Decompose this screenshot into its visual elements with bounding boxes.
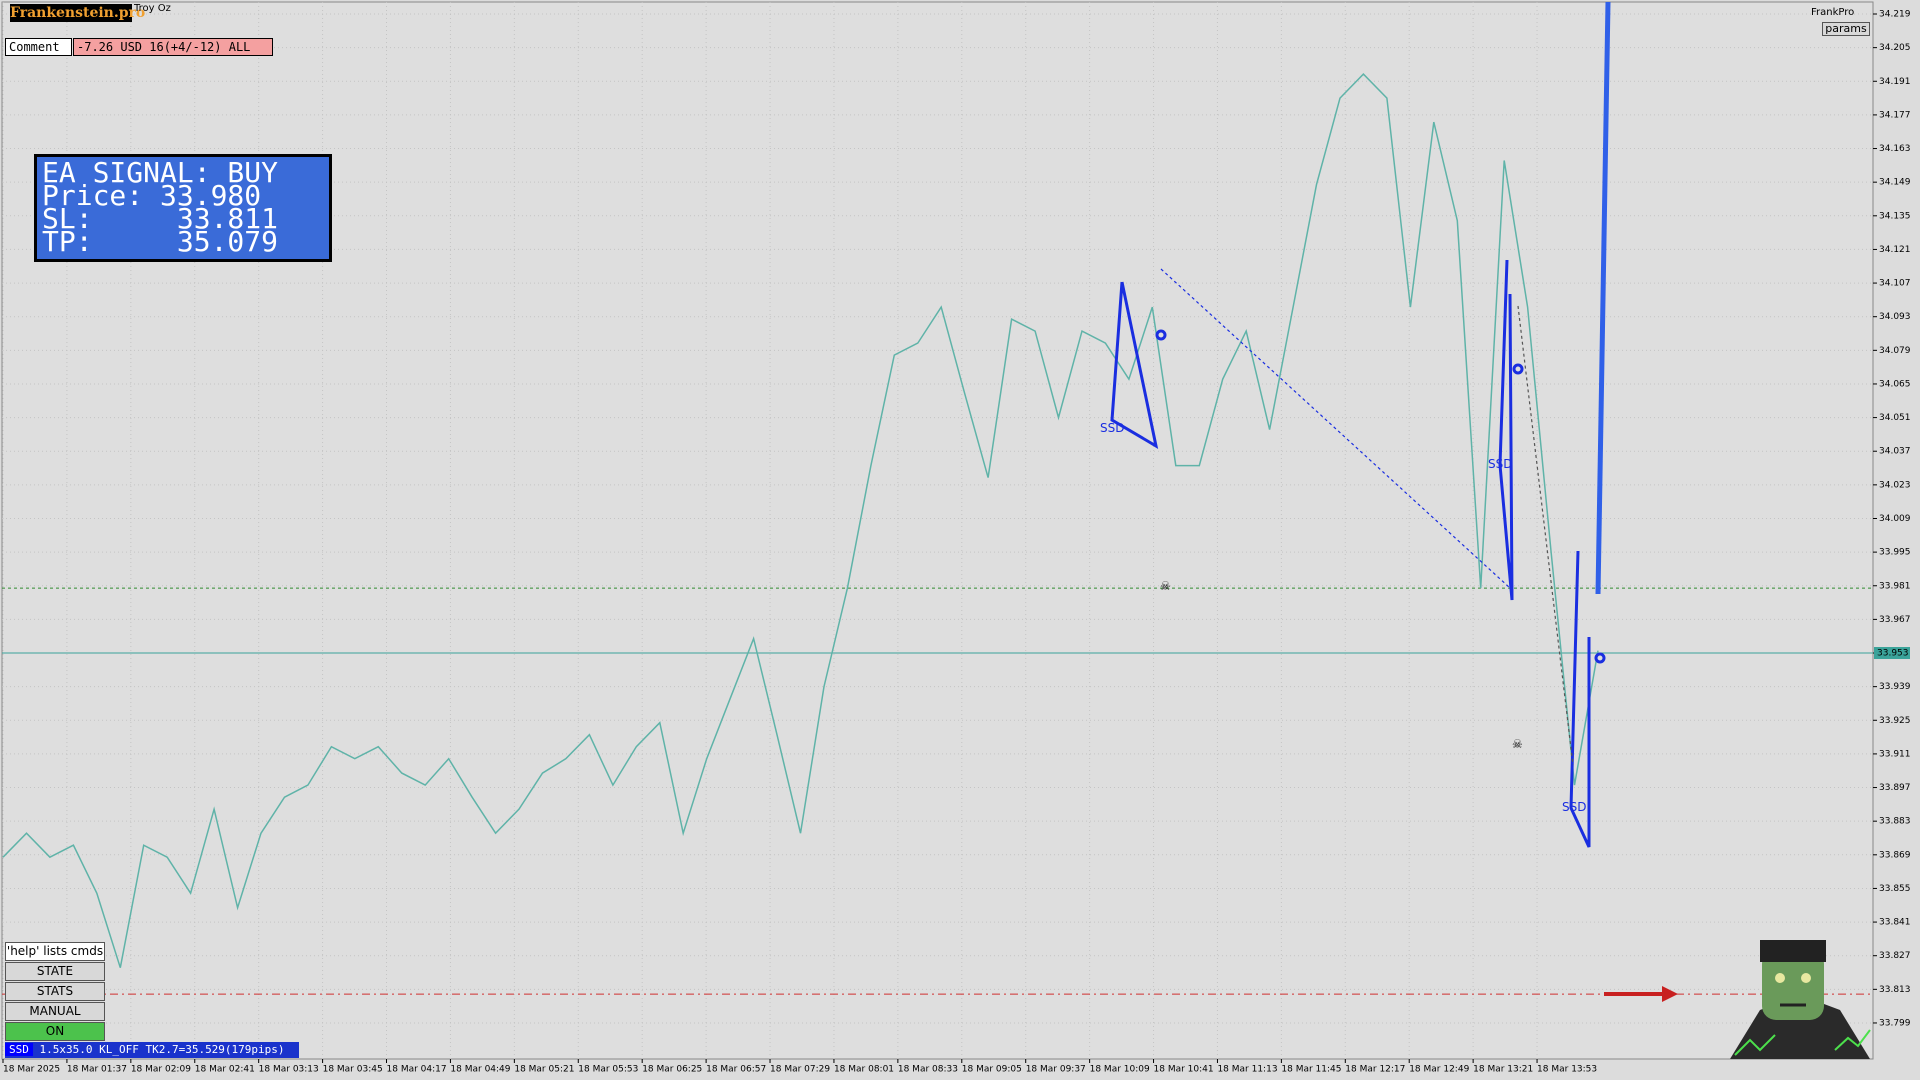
x-tick-label: 18 Mar 06:25: [642, 1065, 702, 1075]
params-button[interactable]: params: [1822, 22, 1870, 36]
signal-marker: [1512, 363, 1524, 375]
y-tick-label: 33.897: [1879, 783, 1911, 793]
signal-panel: EA SIGNAL: BUY Price: 33.980 SL: 33.811 TP:…: [34, 154, 332, 262]
y-tick-label: 34.051: [1879, 413, 1911, 423]
x-tick-label: 18 Mar 13:53: [1537, 1065, 1597, 1075]
pattern-link: [1160, 268, 1511, 589]
status-text: 1.5x35.0 KL_OFF TK2.7=35.529(179pips): [39, 1043, 285, 1056]
x-tick-label: 18 Mar 12:49: [1409, 1065, 1469, 1075]
pattern-label: SSD: [1562, 800, 1586, 814]
price-tag: [1874, 647, 1910, 660]
x-tick-label: 18 Mar 10:41: [1154, 1065, 1214, 1075]
signal-title: EA SIGNAL: BUY: [42, 156, 279, 189]
tp-line: [1595, 1, 1611, 595]
x-tick-label: 18 Mar 03:45: [323, 1065, 383, 1075]
signal-marker: [1155, 329, 1167, 341]
y-tick-label: 34.065: [1879, 379, 1911, 389]
y-tick-label: 34.121: [1879, 245, 1911, 255]
x-tick-label: 18 Mar 07:29: [770, 1065, 830, 1075]
arrow-head: [1662, 986, 1678, 1002]
comment-text: -7.26 USD 16(+4/-12) ALL: [73, 38, 273, 56]
status-bar: SSD 1.5x35.0 KL_OFF TK2.7=35.529(179pips…: [5, 1042, 299, 1058]
y-tick-label: 33.981: [1879, 581, 1911, 591]
price-tag-label: 33.953: [1877, 649, 1909, 659]
symbol: Troy Oz: [134, 3, 171, 14]
x-tick-label: 18 Mar 04:17: [387, 1065, 447, 1075]
pattern-label: SSD: [1100, 421, 1124, 435]
y-tick-label: 33.883: [1879, 817, 1911, 827]
on-button[interactable]: ON: [5, 1022, 105, 1041]
series: [2, 73, 1599, 968]
y-tick-label: 33.799: [1879, 1018, 1911, 1028]
icon: ☠: [1160, 579, 1171, 593]
signal-price: Price: 33.980: [42, 179, 262, 212]
signal-tp: TP: 35.079: [42, 225, 279, 258]
x-tick-label: 18 Mar 02:09: [131, 1065, 191, 1075]
price-line: [2, 73, 1599, 968]
y-tick-label: 34.191: [1879, 77, 1911, 87]
x-tick-label: 18 Mar 09:05: [962, 1065, 1022, 1075]
y-tick-label: 34.107: [1879, 279, 1911, 289]
x-tick-label: 18 Mar 02:41: [195, 1065, 255, 1075]
pattern-label: SSD: [1488, 457, 1512, 471]
x-tick-label: 18 Mar 09:37: [1026, 1065, 1086, 1075]
x-tick-label: 18 Mar 05:21: [514, 1065, 574, 1075]
y-tick-label: 33.911: [1879, 749, 1911, 759]
y-tick-label: 33.827: [1879, 951, 1911, 961]
y-tick-label: 34.009: [1879, 514, 1911, 524]
comment-label: Comment: [5, 38, 72, 56]
pattern-shape: [1110, 281, 1159, 450]
y-tick-label: 33.841: [1879, 918, 1911, 928]
x-tick-label: 18 Mar 04:49: [450, 1065, 510, 1075]
logo: Frankenstein.pro: [10, 4, 146, 22]
y-tick-label: 33.939: [1879, 682, 1911, 692]
x-tick-label: 18 Mar 01:37: [67, 1065, 127, 1075]
x-tick-label: 18 Mar 05:53: [578, 1065, 638, 1075]
y-tick-label: 34.163: [1879, 144, 1911, 154]
y-tick-label: 33.995: [1879, 548, 1911, 558]
help-button[interactable]: 'help' lists cmds: [5, 942, 105, 961]
pattern-shape: [1498, 259, 1514, 601]
y-tick-label: 34.037: [1879, 447, 1911, 457]
patterns: [1110, 1, 1611, 848]
y-tick-label: 34.135: [1879, 211, 1911, 221]
x-tick-label: 18 Mar 08:01: [834, 1065, 894, 1075]
x-tick-label: 18 Mar 11:13: [1217, 1065, 1277, 1075]
signal-marker: [1594, 652, 1606, 664]
x-tick-label: 18 Mar 06:57: [706, 1065, 766, 1075]
y-tick-label: 34.023: [1879, 480, 1911, 490]
y-tick-label: 34.149: [1879, 178, 1911, 188]
x-tick-label: 18 Mar 12:17: [1345, 1065, 1405, 1075]
x-tick-label: 18 Mar 2025: [3, 1065, 60, 1075]
stats-button[interactable]: STATS: [5, 982, 105, 1001]
x-tick-label: 18 Mar 03:13: [259, 1065, 319, 1075]
pattern-shape: [1569, 550, 1591, 848]
pattern-link: [1517, 305, 1574, 766]
x-tick-label: 18 Mar 13:21: [1473, 1065, 1533, 1075]
x-tick-label: 18 Mar 11:45: [1281, 1065, 1341, 1075]
y-tick-label: 34.177: [1879, 110, 1911, 120]
y-tick-label: 34.093: [1879, 312, 1911, 322]
y-tick-label: 34.079: [1879, 346, 1911, 356]
brand: FrankPro: [1811, 7, 1855, 18]
x-tick-label: 18 Mar 08:33: [898, 1065, 958, 1075]
icon: ☠: [1512, 737, 1523, 751]
y-tick-label: 33.869: [1879, 850, 1911, 860]
y-tick-label: 33.967: [1879, 615, 1911, 625]
y-tick-label: 34.219: [1879, 10, 1911, 20]
y-tick-label: 33.813: [1879, 985, 1911, 995]
y-tick-label: 34.205: [1879, 43, 1911, 53]
signal-sl: SL: 33.811: [42, 202, 279, 235]
y-tick-label: 33.925: [1879, 716, 1911, 726]
mascot: [1730, 940, 1871, 1059]
grid: [2, 2, 1873, 1059]
state-button[interactable]: STATE: [5, 962, 105, 981]
x-tick-label: 18 Mar 10:09: [1090, 1065, 1150, 1075]
y-tick-label: 33.855: [1879, 884, 1911, 894]
status-tag: SSD: [5, 1043, 33, 1056]
manual-button[interactable]: MANUAL: [5, 1002, 105, 1021]
